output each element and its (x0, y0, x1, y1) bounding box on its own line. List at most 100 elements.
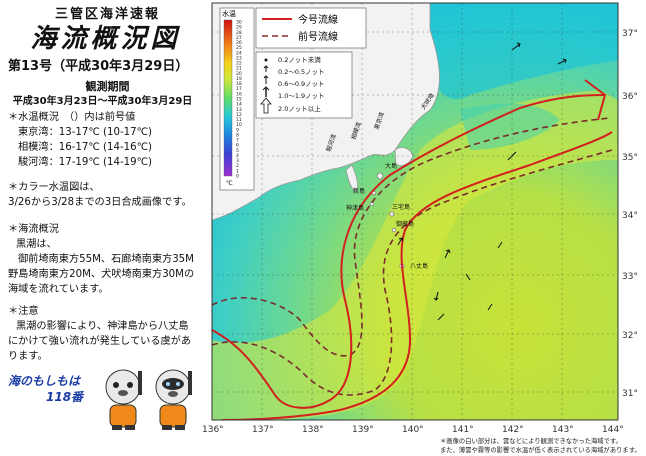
period-label: 観測期間 (85, 80, 130, 93)
current-streamline (212, 79, 613, 420)
lon-tick: 142° (502, 425, 524, 435)
place-label: 八丈島 (410, 262, 428, 270)
footnote-line: ＊画像の白い部分は、雲などにより観測できなかった海域です。 (440, 438, 622, 445)
colorbar-tick: 14 (236, 102, 242, 108)
arrow-legend-label: 0.2〜0.5ノット (278, 68, 325, 76)
colorbar-tick: 0 (236, 174, 239, 180)
caution-section: ＊注意 黒潮の影響により、神津島から八丈島 にかけて強い流れが発生している虞があ… (8, 304, 191, 364)
colorbar-tick: 13 (236, 107, 242, 113)
lon-tick: 143° (552, 425, 574, 435)
footnote-line: また、薄雲や霧等の影響で水温が低く表示されている海域があります。 (440, 447, 641, 454)
colorbar-tick: 17 (236, 86, 242, 92)
color-map-heading: ＊カラー水温図は、 (8, 182, 100, 193)
colorbar-tick: 4 (236, 153, 239, 159)
colorbar-tick: 20 (236, 71, 242, 77)
lat-tick: 35° (622, 153, 638, 163)
colorbar-tick: 28 (236, 30, 242, 36)
mascot-left-icon (105, 369, 142, 430)
current-arrow-icon (397, 42, 567, 321)
water-temp-heading: ＊水温概況 （）内は前号値 (8, 112, 136, 123)
period-range: 平成30年3月23日〜平成30年3月29日 (12, 96, 193, 107)
water-temp-row: 東京湾：13-17℃ (10-17℃) (18, 127, 153, 138)
place-label: 三宅島 (392, 203, 410, 211)
lat-tick: 36° (622, 92, 638, 102)
current-line: 海域を流れています。 (8, 284, 109, 295)
colorbar-tick: 26 (236, 40, 242, 46)
colorbar-tick: 27 (236, 35, 242, 41)
mascot-slogan-line1: 海のもしもは (8, 374, 81, 388)
color-map-section: ＊カラー水温図は、 3/26から3/28までの3日合成画像です。 (8, 180, 192, 210)
legend-current-label: 今号流線 (298, 13, 338, 26)
mascot-slogan-line2: 118番 (46, 390, 84, 404)
colorbar-title: 水温 (222, 9, 236, 18)
legend-previous-label: 前号流線 (298, 30, 338, 43)
caution-heading: ＊注意 (8, 306, 39, 317)
colorbar-tick: 25 (236, 45, 242, 51)
color-map-text: 3/26から3/28までの3日合成画像です。 (8, 197, 192, 208)
caution-line: ります。 (8, 351, 48, 362)
current-line: 黒潮は、 (16, 239, 57, 250)
lon-tick: 138° (302, 425, 324, 435)
longitude-ticks: 136° 137° 138° 139° 140° 141° 142° 143° … (202, 425, 624, 435)
colorbar-tick: 8 (236, 132, 239, 138)
colorbar-unit: ℃ (226, 180, 233, 187)
mascot-icon (105, 369, 192, 430)
arrow-legend-label: 2.0ノット以上 (278, 104, 321, 113)
colorbar-tick: 15 (236, 97, 242, 103)
colorbar-tick: 12 (236, 112, 242, 118)
arrow-legend-label: 0.6〜0.9ノット (278, 80, 325, 88)
line-legend: 今号流線 前号流線 (255, 7, 367, 49)
latitude-ticks: 37° 36° 35° 34° 33° 32° 31° (622, 29, 638, 399)
colorbar-tick: 2 (236, 163, 239, 169)
lat-tick: 31° (622, 389, 638, 399)
colorbar-tick: 3 (236, 158, 239, 164)
colorbar-tick: 16 (236, 91, 242, 97)
colorbar-tick: 5 (236, 148, 239, 154)
colorbar-tick: 9 (236, 127, 239, 133)
lon-tick: 144° (602, 425, 624, 435)
colorbar-tick: 7 (236, 138, 239, 144)
colorbar-tick: 11 (236, 117, 242, 123)
lat-tick: 32° (622, 331, 638, 341)
colorbar-tick: 19 (236, 76, 242, 82)
colorbar-tick: 10 (236, 122, 242, 128)
footnote: ＊画像の白い部分は、雲などにより観測できなかった海域です。 また、薄雲や霧等の影… (440, 437, 641, 455)
lat-tick: 33° (622, 272, 638, 282)
water-temp-row: 駿河湾：17-19℃ (14-19℃) (18, 157, 153, 168)
lon-tick: 140° (402, 425, 424, 435)
colorbar: 水温 3029282726252423222120191817161514131… (219, 7, 255, 191)
colorbar-tick: 22 (236, 61, 242, 67)
lon-tick: 139° (352, 425, 374, 435)
caution-line: にかけて強い流れが発生している虞があ (8, 336, 192, 347)
lat-tick: 34° (622, 211, 638, 221)
arrow-legend-label: 0.2ノット未満 (278, 55, 321, 64)
mascot-right-icon (155, 369, 192, 430)
lon-tick: 136° (202, 425, 224, 435)
colorbar-tick: 30 (236, 20, 242, 26)
current-section: ＊海流概況 黒潮は、 御前埼南東方55M、石廊埼南東方35M 野島埼南東方20M… (8, 222, 194, 297)
place-label: 神津島 (346, 204, 364, 212)
water-temp-row: 相模湾：16-17℃ (14-16℃) (18, 142, 153, 153)
colorbar-tick: 29 (236, 25, 242, 31)
colorbar-tick: 24 (236, 50, 242, 56)
colorbar-tick: 23 (236, 55, 242, 61)
current-line: 御前埼南東方55M、石廊埼南東方35M (18, 254, 194, 265)
current-heading: ＊海流概況 (8, 224, 59, 235)
previous-streamline (212, 117, 613, 396)
lon-tick: 137° (252, 425, 274, 435)
caution-line: 黒潮の影響により、神津島から八丈島 (16, 321, 189, 332)
water-temp-section: ＊水温概況 （）内は前号値 東京湾：13-17℃ (10-17℃) 相模湾：16… (8, 110, 152, 170)
place-label: 新島 (353, 187, 365, 195)
arrow-legend-label: 1.0〜1.9ノット (278, 92, 325, 100)
place-label: 御蔵島 (396, 220, 414, 228)
arrow-legend: 0.2ノット未満 0.2〜0.5ノット 0.6〜0.9ノット 1.0〜1.9ノッ… (255, 51, 353, 119)
place-label: 大島 (385, 162, 397, 170)
lon-tick: 141° (452, 425, 474, 435)
colorbar-tick: 18 (236, 81, 242, 87)
colorbar-tick: 1 (236, 168, 239, 174)
current-line: 野島埼南東方20M、犬吠埼南東方30Mの (8, 269, 195, 280)
colorbar-tick: 21 (236, 66, 242, 72)
lat-tick: 37° (622, 29, 638, 39)
mascot-slogan: 海のもしもは 118番 (8, 373, 83, 405)
